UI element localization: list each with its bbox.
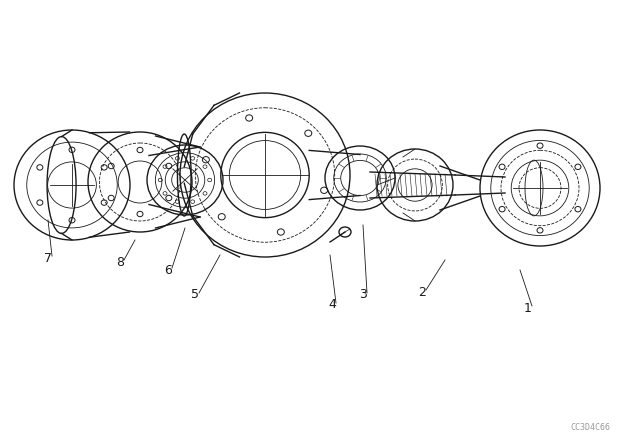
Text: 8: 8 xyxy=(116,255,124,268)
Text: 4: 4 xyxy=(328,298,336,311)
Text: 5: 5 xyxy=(191,289,199,302)
Text: 6: 6 xyxy=(164,263,172,276)
Text: 2: 2 xyxy=(418,285,426,298)
Text: 1: 1 xyxy=(524,302,532,314)
Text: CC3D4C66: CC3D4C66 xyxy=(570,423,610,432)
Text: 3: 3 xyxy=(359,289,367,302)
Text: 7: 7 xyxy=(44,251,52,264)
